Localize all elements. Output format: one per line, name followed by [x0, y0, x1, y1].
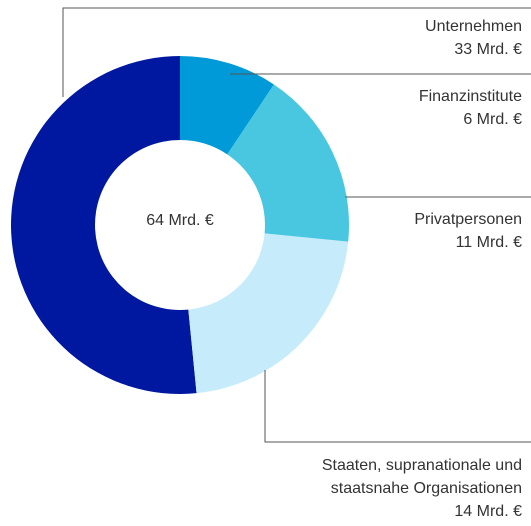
segment-label: Unternehmen 33 Mrd. € [252, 15, 522, 61]
segment-label: Privatpersonen 11 Mrd. € [252, 208, 522, 254]
category-name: Finanzinstitute [418, 88, 522, 105]
value-label: 6 Mrd. € [463, 111, 522, 128]
center-label: 64 Mrd. € [146, 212, 214, 229]
category-name: Privatpersonen [414, 211, 522, 228]
segment-label: Staaten, supranationale und staatsnahe O… [252, 454, 522, 523]
value-label: 14 Mrd. € [454, 503, 522, 520]
donut-segment [188, 233, 349, 394]
segment-label: Finanzinstitute 6 Mrd. € [252, 85, 522, 131]
leader-line [264, 370, 531, 443]
donut-segment [11, 56, 197, 394]
value-label: 33 Mrd. € [454, 41, 522, 58]
donut-segment [180, 56, 274, 155]
category-name: Unternehmen [425, 18, 522, 35]
category-name: Staaten, supranationale und staatsnahe O… [321, 457, 522, 497]
leader-line [62, 7, 531, 97]
value-label: 11 Mrd. € [455, 234, 522, 251]
donut-segment [227, 84, 349, 242]
